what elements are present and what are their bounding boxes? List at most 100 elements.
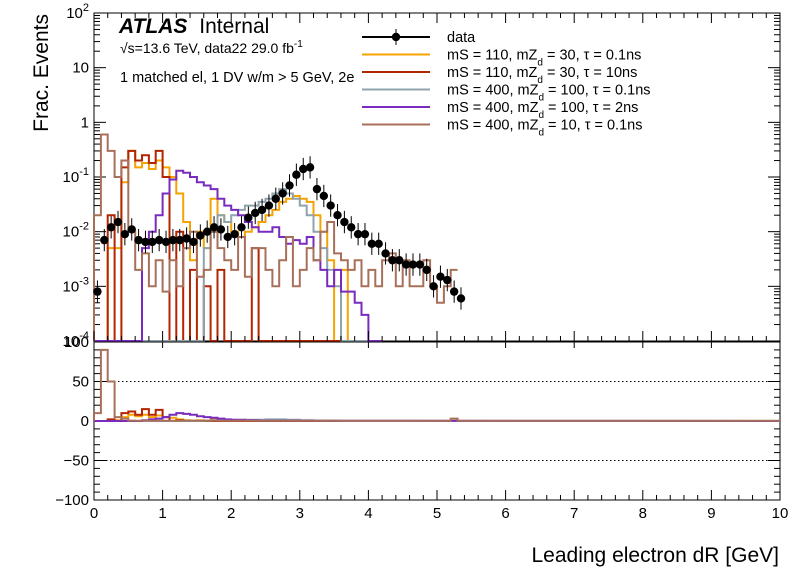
data-point	[100, 235, 109, 245]
data-point	[120, 229, 130, 239]
data-point	[285, 181, 294, 190]
y-tick-base: 10	[63, 224, 80, 241]
ratio-y-tick-label: −50	[64, 453, 89, 470]
data-point	[216, 225, 226, 234]
main-plot-series	[93, 133, 458, 342]
legend-entry: mS = 400, mZd = 10, τ = 0.1ns	[447, 118, 642, 139]
y-tick-exponent: 2	[83, 2, 89, 14]
y-tick-exponent: -4	[79, 330, 89, 342]
data-point	[305, 163, 315, 172]
data-point	[196, 231, 205, 240]
data-point	[175, 235, 184, 245]
legend-entry-text: mS = 400, mZ	[447, 100, 539, 116]
internal-label: Internal	[199, 15, 269, 38]
legend-entry: mS = 400, mZd = 100, τ = 0.1ns	[447, 83, 651, 104]
legend-entry: mS = 400, mZd = 100, τ = 2ns	[447, 100, 638, 121]
ratio-y-tick-label: −100	[55, 492, 89, 509]
data-point	[271, 194, 280, 203]
legend-entry-sub: d	[538, 110, 544, 121]
data-point	[127, 225, 136, 234]
energy-lumi-label: √s=13.6 TeV, data22 29.0 fb-1	[120, 39, 303, 56]
legend-entry-rest: = 100, τ = 2ns	[544, 100, 638, 116]
data-point	[148, 237, 157, 247]
selection-label: 1 matched el, 1 DV w/m > 5 GeV, 2e	[120, 70, 354, 86]
x-axis: 0 1 2 3 4 5 6 7 8 9 10	[90, 13, 789, 522]
x-tick-label: 6	[501, 505, 509, 522]
data-point	[401, 260, 411, 269]
data-point	[449, 287, 459, 296]
data-point	[319, 191, 329, 201]
legend-entry-text: mS = 400, mZ	[447, 83, 539, 99]
legend-entry: mS = 110, mZd = 30, τ = 0.1ns	[447, 48, 641, 69]
data-point	[168, 235, 178, 245]
x-tick-label: 10	[772, 505, 789, 522]
data-point	[340, 217, 349, 227]
x-tick-label: 9	[707, 505, 715, 522]
legend-entry: mS = 110, mZd = 30, τ = 10ns	[447, 65, 637, 86]
energy-sup: -1	[294, 39, 303, 50]
data-point	[408, 260, 418, 269]
x-tick-label: 4	[364, 505, 372, 522]
data-point	[230, 229, 239, 239]
y-tick-base: 1	[81, 114, 89, 131]
x-tick-label: 5	[433, 505, 441, 522]
legend-entry-sub: d	[537, 75, 543, 86]
x-tick-label: 7	[570, 505, 578, 522]
data-point	[360, 229, 370, 239]
ratio-plot-series	[93, 348, 781, 422]
data-point	[443, 275, 452, 285]
data-point	[257, 205, 267, 215]
x-tick-label: 8	[639, 505, 647, 522]
data-point	[264, 201, 274, 210]
legend-entry-sub: d	[538, 93, 544, 104]
atlas-header: ATLAS Internal	[118, 15, 269, 38]
data-point	[395, 256, 404, 265]
data-point	[202, 227, 212, 236]
legend-entry-sub: d	[538, 128, 544, 139]
y-tick-label: 1	[81, 114, 89, 131]
data-point	[141, 237, 150, 247]
y-tick-exponent: -2	[79, 221, 89, 233]
x-tick-label: 0	[90, 505, 98, 522]
legend-entry-rest: = 30, τ = 10ns	[543, 65, 637, 81]
y-tick-label: 10-2	[63, 221, 89, 241]
legend-entry-text: mS = 400, mZ	[447, 118, 539, 134]
data-point	[278, 189, 287, 198]
x-tick-label: 3	[296, 505, 304, 522]
y-tick-label: 10-3	[63, 275, 89, 295]
y-axis-label: Frac. Events	[30, 14, 53, 132]
data-point	[436, 272, 445, 281]
legend-marker	[391, 32, 401, 42]
legend-entry-text: data	[447, 30, 476, 46]
data-point	[237, 223, 246, 232]
ratio-y-tick-label: 100	[64, 334, 89, 351]
data-point	[292, 170, 301, 179]
main-series-2	[94, 188, 383, 342]
y-tick-base: 10	[63, 169, 80, 186]
y-tick-exponent: -3	[79, 275, 89, 287]
x-axis-label: Leading electron dR [GeV]	[532, 544, 780, 567]
data-point	[326, 201, 335, 210]
data-point	[388, 256, 397, 265]
data-point	[154, 235, 164, 245]
x-tick-label: 1	[158, 505, 166, 522]
ratio-y-tick-label: 0	[81, 413, 89, 430]
y-tick-base: 10	[63, 278, 80, 295]
data-point	[381, 249, 390, 258]
legend-entry-text: mS = 110, mZ	[447, 65, 538, 81]
data-point	[429, 282, 438, 291]
data-point	[456, 294, 466, 303]
data-points	[93, 156, 466, 310]
data-point	[422, 265, 431, 275]
legend-entry: data	[447, 30, 476, 46]
data-point	[244, 213, 253, 222]
legend-entry-text: mS = 110, mZ	[447, 48, 538, 64]
data-point	[182, 234, 191, 243]
legend-entry-rest: = 10, τ = 0.1ns	[544, 118, 642, 134]
data-point	[106, 223, 116, 232]
data-point	[209, 223, 219, 232]
data-point	[415, 260, 425, 269]
y-tick-base: 10	[63, 333, 80, 350]
data-point	[333, 211, 342, 220]
